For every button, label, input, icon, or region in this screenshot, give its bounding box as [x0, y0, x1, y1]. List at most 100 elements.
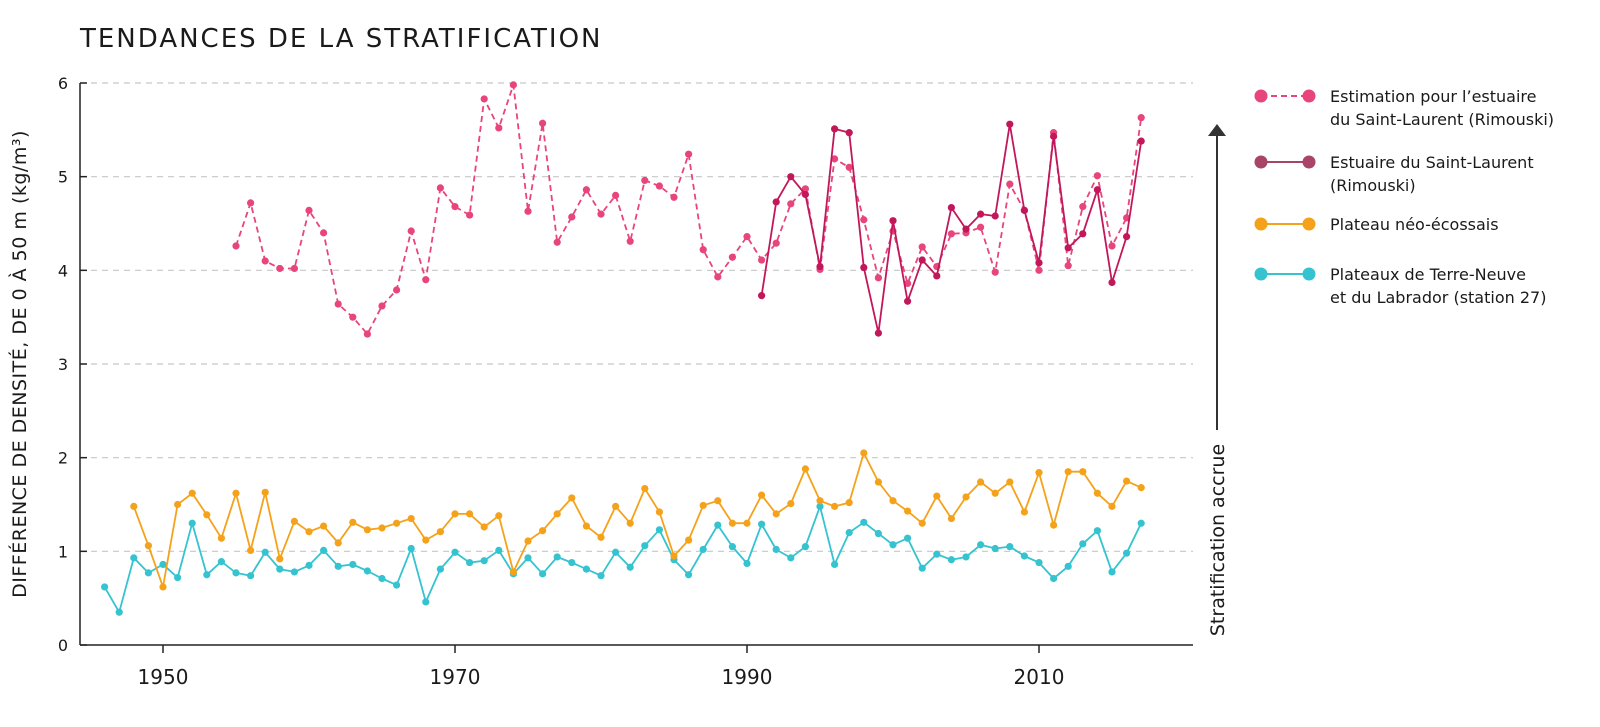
point-3-2009 — [1020, 552, 1028, 560]
point-2-1997 — [845, 499, 853, 507]
point-1-1992 — [772, 198, 780, 206]
point-2-1967 — [407, 514, 415, 523]
point-0-1969 — [436, 184, 444, 192]
point-0-1968 — [422, 276, 430, 284]
point-0-1993 — [787, 200, 795, 208]
point-2-1954 — [217, 534, 225, 542]
point-2-1953 — [203, 511, 211, 519]
point-3-1946 — [101, 583, 109, 591]
legend-marker-left-3 — [1254, 267, 1268, 281]
point-0-1967 — [407, 227, 415, 235]
point-2-1991 — [758, 491, 766, 499]
point-3-1993 — [787, 554, 795, 562]
point-0-1983 — [641, 176, 649, 185]
point-2-1958 — [276, 555, 284, 563]
point-3-1947 — [115, 608, 123, 616]
point-3-1949 — [144, 569, 152, 577]
point-3-2013 — [1079, 540, 1087, 548]
point-3-1968 — [422, 598, 430, 606]
point-1-2002 — [918, 256, 926, 264]
point-3-1982 — [626, 563, 634, 571]
point-2-1976 — [539, 527, 547, 535]
point-2-1955 — [232, 489, 240, 497]
point-2-2007 — [991, 489, 999, 497]
point-2-2002 — [918, 519, 926, 527]
point-2-1952 — [188, 489, 196, 497]
point-1-2015 — [1108, 278, 1116, 287]
point-3-1959 — [290, 568, 298, 576]
point-2-1951 — [174, 500, 182, 509]
point-2-1960 — [305, 528, 313, 536]
point-2-1983 — [641, 484, 649, 493]
point-0-1971 — [466, 211, 474, 219]
legend-label-1-0: Estuaire du Saint-Laurent — [1330, 153, 1534, 172]
series-0 — [232, 81, 1145, 338]
point-2-2017 — [1137, 484, 1145, 492]
point-3-1987 — [699, 545, 707, 554]
point-3-1962 — [334, 562, 342, 570]
point-2-1995 — [816, 497, 824, 505]
point-0-2006 — [977, 223, 985, 231]
point-0-1975 — [524, 207, 532, 215]
point-0-1989 — [728, 253, 737, 261]
x-axis: 1950 1970 1990 2010 — [79, 83, 1193, 689]
point-0-1959 — [290, 264, 298, 273]
point-0-1985 — [670, 193, 678, 201]
legend-label-0-0: Estimation pour l’estuaire — [1330, 87, 1536, 106]
point-1-2011 — [1050, 132, 1058, 140]
point-3-1973 — [495, 546, 503, 554]
ytick-label-2: 2 — [58, 449, 68, 468]
point-2-1973 — [495, 512, 503, 520]
point-1-1997 — [845, 129, 853, 137]
ytick-label-5: 5 — [58, 168, 68, 187]
point-1-2003 — [933, 272, 941, 280]
point-0-1970 — [451, 203, 459, 211]
point-2-1968 — [422, 536, 430, 544]
point-1-2012 — [1064, 244, 1072, 252]
point-2-1975 — [524, 537, 532, 545]
point-2-1949 — [144, 542, 152, 550]
point-2-1961 — [320, 522, 328, 530]
point-1-2005 — [962, 225, 970, 233]
point-3-2003 — [933, 550, 941, 558]
point-1-2007 — [991, 212, 999, 220]
point-2-1993 — [787, 499, 795, 508]
point-2-1978 — [568, 494, 576, 502]
point-1-2013 — [1079, 230, 1087, 238]
point-3-1970 — [451, 548, 459, 556]
y-tick-labels: 0 1 2 3 4 5 6 — [58, 74, 68, 655]
point-0-1979 — [582, 186, 591, 194]
point-0-2002 — [918, 243, 926, 251]
point-3-1986 — [685, 571, 693, 579]
point-2-1999 — [874, 478, 883, 486]
point-3-1957 — [261, 548, 269, 556]
point-3-1989 — [728, 543, 737, 551]
point-0-1976 — [539, 119, 547, 127]
point-3-2005 — [962, 553, 970, 561]
point-3-1999 — [874, 529, 883, 538]
point-3-1998 — [860, 518, 868, 526]
point-0-1977 — [553, 238, 561, 246]
point-0-1965 — [378, 302, 386, 310]
point-1-1996 — [831, 125, 839, 133]
point-1-2008 — [1006, 120, 1014, 128]
point-3-1955 — [232, 569, 240, 577]
point-0-1958 — [276, 264, 284, 273]
point-3-2016 — [1123, 549, 1131, 557]
point-3-1983 — [641, 542, 649, 550]
point-0-1980 — [597, 210, 605, 218]
point-2-1988 — [714, 497, 722, 505]
point-0-1990 — [743, 233, 751, 241]
point-0-1963 — [349, 313, 357, 321]
point-3-1990 — [743, 559, 751, 568]
legend-label-3-0: Plateaux de Terre-Neuve — [1330, 265, 1526, 284]
point-2-1969 — [436, 528, 444, 536]
point-3-2017 — [1137, 519, 1145, 527]
point-2-2008 — [1006, 478, 1014, 486]
point-3-1956 — [247, 572, 255, 580]
series-line-0 — [235, 84, 1143, 335]
point-3-1976 — [539, 570, 547, 578]
point-2-2003 — [933, 492, 941, 500]
point-0-1996 — [831, 155, 839, 163]
